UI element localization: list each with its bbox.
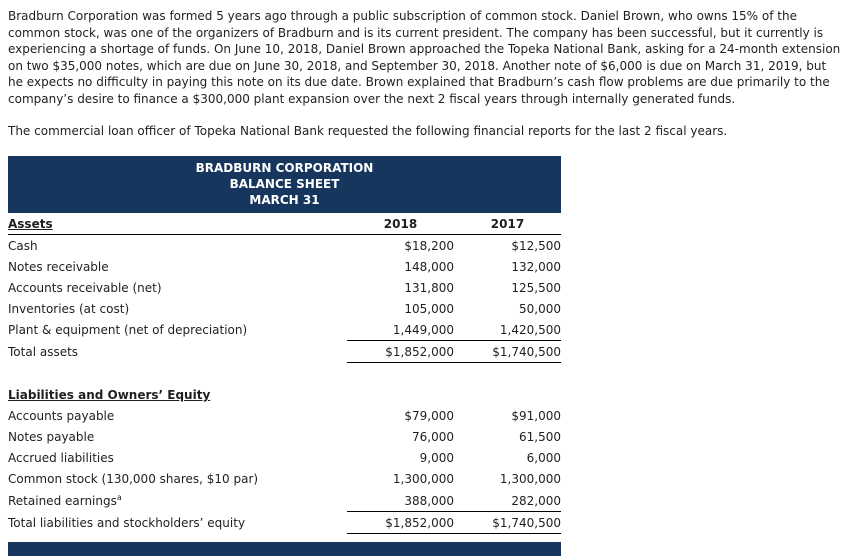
value-2017: 132,000 (511, 259, 561, 274)
value-2018: $1,852,000 (347, 511, 454, 534)
balance-sheet-table: BRADBURN CORPORATION BALANCE SHEET MARCH… (8, 155, 561, 556)
row-label: Notes payable (8, 430, 95, 444)
value-2018: 388,000 (347, 489, 454, 512)
table-row: Plant & equipment (net of depreciation) … (8, 318, 561, 341)
table-row: Accounts payable $79,000 $91,000 (8, 405, 561, 426)
value-2018: 148,000 (404, 259, 454, 274)
value-2018: 9,000 (419, 451, 454, 465)
row-label: Total assets (8, 345, 79, 359)
total-liabilities-row: Total liabilities and stockholders’ equi… (8, 511, 561, 534)
row-label: Accounts payable (8, 409, 115, 423)
section-header-assets: Assets (8, 212, 347, 235)
row-label: Total liabilities and stockholders’ equi… (8, 516, 246, 530)
table-row: Common stock (130,000 shares, $10 par) 1… (8, 468, 561, 489)
value-2018: 1,300,000 (392, 472, 454, 486)
value-2017: 61,500 (519, 430, 561, 444)
value-2018: 76,000 (412, 430, 454, 444)
row-label: Inventories (at cost) (8, 301, 130, 316)
spacer-row (8, 362, 561, 384)
value-2018: 131,800 (404, 280, 454, 295)
value-2018: $79,000 (404, 409, 454, 423)
intro-paragraph: Bradburn Corporation was formed 5 years … (8, 9, 841, 106)
statement-name: BALANCE SHEET (229, 176, 340, 191)
row-label: Cash (8, 238, 38, 253)
value-2017: 50,000 (519, 301, 561, 316)
table-row: Liabilities and Owners’ Equity (8, 384, 561, 405)
table-row: Inventories (at cost) 105,000 50,000 (8, 298, 561, 319)
table-row: Assets 2018 2017 (8, 212, 561, 235)
value-2018: $1,852,000 (347, 340, 454, 363)
company-name: BRADBURN CORPORATION (195, 160, 374, 175)
value-2017: 282,000 (454, 489, 561, 512)
value-2017: 1,300,000 (499, 472, 561, 486)
row-label: Plant & equipment (net of depreciation) (8, 323, 248, 337)
statement-date: MARCH 31 (249, 192, 320, 207)
value-2017: 6,000 (526, 451, 561, 465)
table-row: Notes receivable 148,000 132,000 (8, 256, 561, 277)
balance-sheet-grid: Assets 2018 2017 Cash $18,200 $12,500 No… (8, 212, 561, 534)
row-label: Common stock (130,000 shares, $10 par) (8, 472, 259, 486)
row-label: Accrued liabilities (8, 451, 114, 465)
value-2018: $18,200 (404, 238, 454, 253)
table-row: Accrued liabilities 9,000 6,000 (8, 447, 561, 468)
table-row: Notes payable 76,000 61,500 (8, 426, 561, 447)
value-2017: $1,740,500 (454, 340, 561, 363)
balance-sheet-title-block: BRADBURN CORPORATION BALANCE SHEET MARCH… (8, 155, 561, 213)
value-2017: $91,000 (511, 409, 561, 423)
footnote-marker: a (116, 493, 122, 502)
total-assets-row: Total assets $1,852,000 $1,740,500 (8, 340, 561, 363)
section-header-liabilities: Liabilities and Owners’ Equity (8, 388, 211, 402)
row-label: Accounts receivable (net) (8, 280, 162, 295)
value-2018: 105,000 (404, 301, 454, 316)
value-2017: $1,740,500 (454, 511, 561, 534)
column-header-2017: 2017 (454, 212, 561, 235)
value-2017: $12,500 (511, 238, 561, 253)
table-row: Cash $18,200 $12,500 (8, 234, 561, 256)
table-row: Accounts receivable (net) 131,800 125,50… (8, 277, 561, 298)
row-label: Retained earningsa (8, 493, 122, 508)
row-label: Notes receivable (8, 259, 109, 274)
value-2017: 1,420,500 (454, 318, 561, 341)
value-2017: 125,500 (511, 280, 561, 295)
table-row: Retained earningsa 388,000 282,000 (8, 489, 561, 512)
request-paragraph: The commercial loan officer of Topeka Na… (8, 124, 728, 138)
column-header-2018: 2018 (347, 212, 454, 235)
value-2018: 1,449,000 (347, 318, 454, 341)
